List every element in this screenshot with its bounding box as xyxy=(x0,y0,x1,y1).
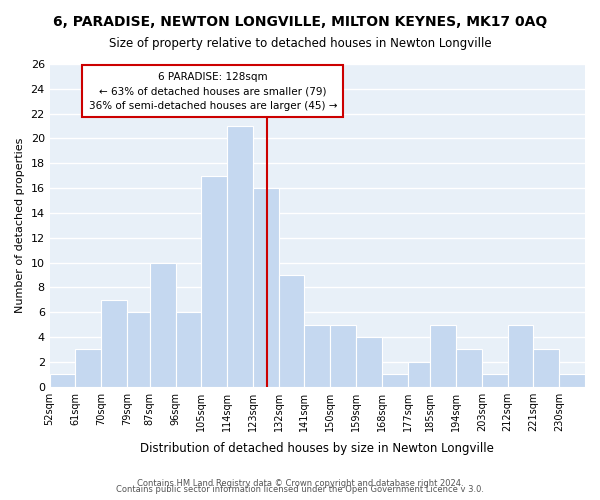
Bar xyxy=(253,188,278,386)
Bar xyxy=(304,324,330,386)
Bar xyxy=(127,312,150,386)
Bar xyxy=(533,350,559,387)
Bar xyxy=(76,350,101,387)
Text: 6, PARADISE, NEWTON LONGVILLE, MILTON KEYNES, MK17 0AQ: 6, PARADISE, NEWTON LONGVILLE, MILTON KE… xyxy=(53,15,547,29)
Bar xyxy=(330,324,356,386)
Text: 6 PARADISE: 128sqm
← 63% of detached houses are smaller (79)
36% of semi-detache: 6 PARADISE: 128sqm ← 63% of detached hou… xyxy=(89,72,337,111)
Bar xyxy=(456,350,482,387)
Bar xyxy=(150,262,176,386)
Bar xyxy=(407,362,430,386)
Bar xyxy=(356,337,382,386)
Text: Size of property relative to detached houses in Newton Longville: Size of property relative to detached ho… xyxy=(109,38,491,51)
Bar xyxy=(508,324,533,386)
Bar xyxy=(430,324,456,386)
Y-axis label: Number of detached properties: Number of detached properties xyxy=(15,138,25,313)
X-axis label: Distribution of detached houses by size in Newton Longville: Distribution of detached houses by size … xyxy=(140,442,494,455)
Bar xyxy=(227,126,253,386)
Bar xyxy=(50,374,76,386)
Bar xyxy=(202,176,227,386)
Text: Contains HM Land Registry data © Crown copyright and database right 2024.: Contains HM Land Registry data © Crown c… xyxy=(137,478,463,488)
Bar xyxy=(382,374,407,386)
Bar xyxy=(482,374,508,386)
Bar xyxy=(278,275,304,386)
Bar xyxy=(176,312,202,386)
Bar xyxy=(101,300,127,386)
Bar xyxy=(559,374,585,386)
Text: Contains public sector information licensed under the Open Government Licence v : Contains public sector information licen… xyxy=(116,485,484,494)
